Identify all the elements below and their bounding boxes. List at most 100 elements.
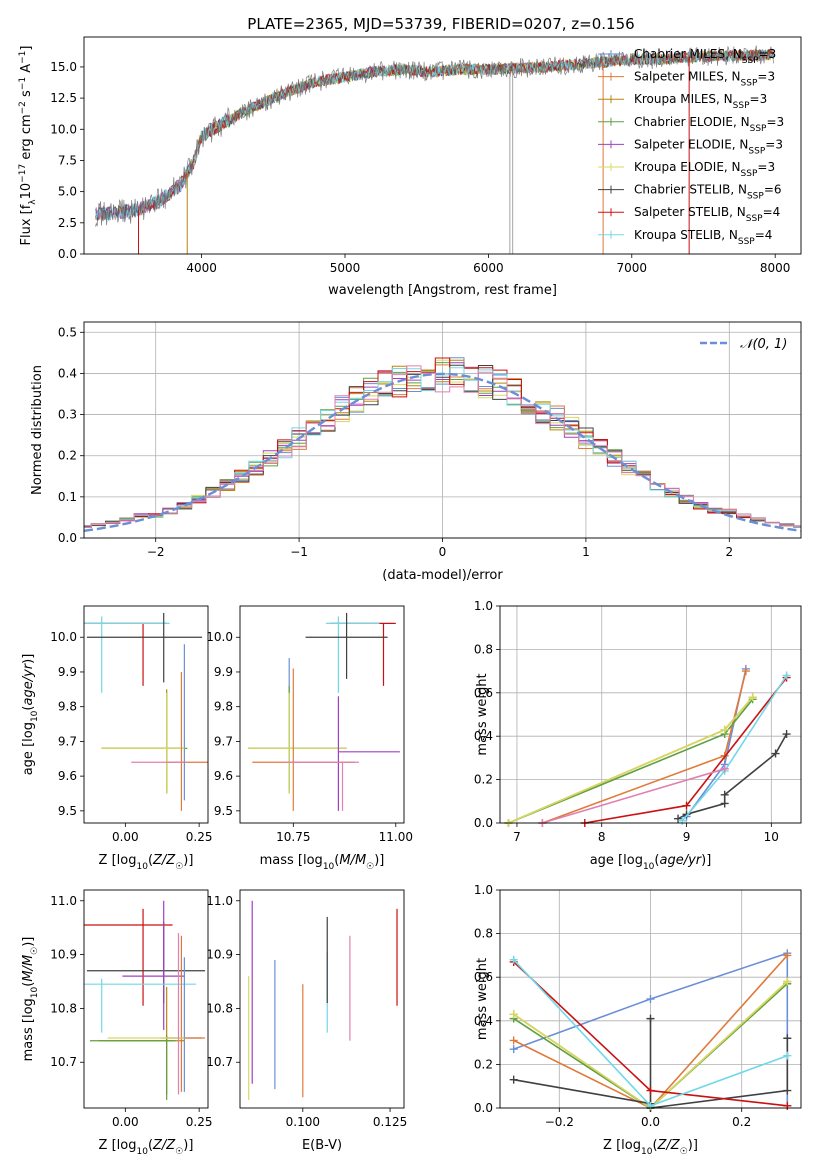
weight-line (508, 696, 754, 824)
x-tick-label: 7000 (617, 261, 648, 275)
weight-point (783, 1101, 792, 1110)
residuals-frame (83, 321, 802, 539)
legend-entry: Salpeter ELODIE, NSSP=3 (634, 137, 783, 156)
y-tick-label: 15.0 (50, 60, 77, 74)
y-tick-label: 10.7 (206, 1055, 233, 1069)
y-tick-label: 9.6 (214, 769, 233, 783)
legend-entry: Kroupa MILES, NSSP=3 (634, 92, 767, 111)
axes-spectrum: 4000 5000 6000 7000 8000 0.0 2.5 5.0 7.5 10.0 12.5… (50, 60, 790, 275)
axes-mass-weight-vs-Z: −0.2 0.0 0.2 0.0 0.2 0.4 0.6 0.8 1.0 (474, 883, 801, 1129)
x-tick-label: 7 (513, 830, 521, 844)
y-tick-label: 0.4 (58, 366, 77, 380)
x-tick-label: 0.125 (373, 1115, 407, 1129)
y-tick-label: 5.0 (58, 185, 77, 199)
y-tick-label: 10.7 (50, 1055, 77, 1069)
weight-point (783, 1034, 792, 1043)
weight-point (646, 1101, 655, 1110)
y-tick-label: 0.0 (58, 531, 77, 545)
x-tick-label: 2 (725, 545, 733, 559)
weight-line (508, 696, 754, 824)
weight-line (508, 698, 754, 824)
y-tick-label: 10.8 (206, 1001, 233, 1015)
y-axis-label: mass [log10(M/M☉)] (21, 937, 40, 1062)
weight-line (542, 768, 725, 824)
weight-point (720, 764, 729, 773)
x-tick-label: −0.2 (545, 1115, 574, 1129)
x-axis-label: Z [log10(Z/Z☉)] (99, 1138, 194, 1157)
x-axis-label: age [log10(age/yr)] (590, 853, 712, 872)
weight-line (677, 733, 788, 820)
weight-point (674, 814, 683, 823)
y-tick-label: 11.0 (206, 894, 233, 908)
x-tick-label: 10 (764, 830, 779, 844)
y-tick-label: 0.2 (474, 1057, 493, 1071)
spectrum-lines (95, 45, 774, 254)
error-crosses (84, 900, 206, 1100)
axes-age-vs-mass: 10.75 11.00 9.5 9.6 9.7 9.8 9.9 10.0 (206, 630, 413, 844)
weight-point (783, 977, 792, 986)
y-tick-label: 9.7 (58, 734, 77, 748)
axes-mass-vs-Z: 0.00 0.25 10.7 10.8 10.9 11.0 (50, 894, 212, 1129)
y-axis-label: Flux [fλ10−17 erg cm−2 s−1 A−1] (18, 46, 38, 246)
weight-point (646, 995, 655, 1003)
y-tick-label: 0.0 (474, 816, 493, 830)
y-tick-label: 2.5 (58, 216, 77, 230)
weight-point (509, 1010, 518, 1019)
weight-point (509, 1036, 518, 1045)
x-tick-label: 10.75 (276, 830, 310, 844)
y-tick-label: 0.8 (474, 927, 493, 941)
figure-title: PLATE=2365, MJD=53739, FIBERID=0207, z=0… (247, 15, 634, 33)
legend-entry: Salpeter MILES, NSSP=3 (634, 70, 775, 89)
x-axis-label: Z [log10(Z/Z☉)] (99, 853, 194, 872)
y-tick-label: 0.0 (58, 247, 77, 261)
y-tick-label: 10.0 (50, 122, 77, 136)
spectrum-frame (83, 36, 802, 255)
axes-mass-vs-EBV: 0.100 0.125 10.7 10.8 10.9 11.0 (206, 894, 407, 1129)
weight-series (504, 664, 791, 827)
weight-line (513, 1018, 789, 1109)
x-tick-label: 0 (439, 545, 447, 559)
weight-point (509, 955, 518, 964)
y-tick-label: 0.6 (474, 686, 493, 700)
histogram-step (84, 364, 801, 528)
x-tick-label: 8000 (760, 261, 791, 275)
legend: Chabrier MILES, NSSP=3 Salpeter MILES, NS… (598, 47, 784, 247)
weight-point (783, 1086, 792, 1095)
chart-layer: 4000 5000 6000 7000 80000.02.55.07.510.012.5… (18, 36, 802, 1157)
x-tick-label: 0.100 (286, 1115, 320, 1129)
legend-entry: Chabrier ELODIE, NSSP=3 (634, 115, 784, 134)
x-tick-label: 6000 (473, 261, 504, 275)
error-crosses (248, 900, 398, 1100)
x-axis-label: mass [log10(M/M☉)] (260, 853, 385, 872)
axes-residuals: −2 −1 0 1 2 0.0 0.1 0.2 0.3 0.4 0.5 (58, 322, 801, 559)
age-vs-mass-frame (239, 605, 405, 824)
x-tick-label: 0.00 (112, 1115, 139, 1129)
weight-point (748, 693, 757, 702)
y-tick-label: 0.8 (474, 642, 493, 656)
y-tick-label: 0.3 (58, 408, 77, 422)
y-axis-label: mass weight (475, 673, 490, 755)
legend-entry: Salpeter STELIB, NSSP=4 (634, 205, 780, 224)
y-tick-label: 10.0 (50, 630, 77, 644)
x-tick-label: −1 (290, 545, 308, 559)
legend-entry: 𝒩(0, 1) (740, 337, 787, 352)
y-tick-label: 10.9 (50, 948, 77, 962)
y-tick-label: 10.0 (206, 630, 233, 644)
histograms (84, 357, 801, 532)
y-tick-label: 12.5 (50, 91, 77, 105)
x-tick-label: 8 (598, 830, 606, 844)
weight-point (720, 790, 729, 799)
y-tick-label: 11.0 (50, 894, 77, 908)
x-axis-label: Z [log10(Z/Z☉)] (603, 1138, 698, 1157)
x-tick-label: 9 (683, 830, 691, 844)
legend-entry: Kroupa ELODIE, NSSP=3 (634, 160, 775, 179)
x-axis-label: wavelength [Angstrom, rest frame] (328, 283, 557, 298)
weight-point (509, 1045, 518, 1054)
y-tick-label: 9.9 (58, 665, 77, 679)
axes-age-vs-Z: 0.00 0.25 9.5 9.6 9.7 9.8 9.9 10.0 (50, 630, 212, 844)
y-tick-label: 0.4 (474, 729, 493, 743)
weight-point (783, 951, 792, 960)
spectrum-data-line (95, 45, 774, 254)
x-tick-label: 0.2 (732, 1115, 751, 1129)
y-tick-label: 7.5 (58, 153, 77, 167)
